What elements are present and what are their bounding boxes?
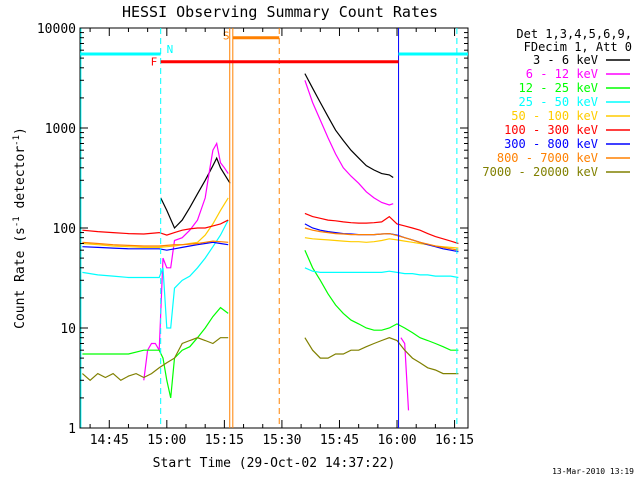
plot-frame xyxy=(79,27,469,429)
legend-label: 25 - 50 keV xyxy=(519,95,598,109)
x-tick-label: 15:30 xyxy=(262,433,301,448)
flag-label-n: N xyxy=(167,43,174,56)
y-tick-label: 1000 xyxy=(45,122,76,137)
y-axis-label-mid: detector xyxy=(13,146,28,217)
series-line xyxy=(82,337,229,382)
series-800-7000kev xyxy=(82,227,459,251)
y-axis-label: Count Rate (s-1 detector-1) xyxy=(12,127,28,329)
x-tick-label: 16:15 xyxy=(435,433,474,448)
legend-header-line-1: Det 1,3,4,5,6,9, xyxy=(516,27,632,41)
legend-header-line-2: FDecim 1, Att 0 xyxy=(524,40,632,54)
x-tick-label: 15:45 xyxy=(320,433,359,448)
series-line xyxy=(304,80,394,206)
series-line xyxy=(82,219,229,236)
series-line xyxy=(143,141,229,381)
series-100-300kev xyxy=(82,212,459,245)
legend-label: 6 - 12 keV xyxy=(526,67,598,81)
y-axis-label-close: ) xyxy=(13,127,28,135)
series-6-12kev xyxy=(143,80,410,411)
series-line xyxy=(400,337,410,411)
series-line xyxy=(304,249,459,351)
legend-label: 800 - 7000 keV xyxy=(497,151,598,165)
flag-label-s: S xyxy=(223,30,230,43)
x-tick-label: 15:15 xyxy=(205,433,244,448)
legend-label: 7000 - 20000 keV xyxy=(482,165,598,179)
series-12-25kev xyxy=(82,249,459,399)
y-axis: 1 10 100 1000 10000 xyxy=(37,22,468,437)
legend-label: 12 - 25 keV xyxy=(519,81,598,95)
series-line xyxy=(82,240,229,247)
x-tick-label: 15:00 xyxy=(147,433,186,448)
y-axis-label-main: Count Rate (s xyxy=(13,227,28,329)
series-50-100kev xyxy=(82,197,459,249)
flag-label-f: F xyxy=(151,56,158,69)
y-tick-label: 1 xyxy=(68,422,76,437)
series-line xyxy=(304,227,459,251)
series-line xyxy=(82,241,229,251)
chart-title: HESSI Observing Summary Count Rates xyxy=(122,3,438,21)
series-line xyxy=(160,156,231,230)
series-line xyxy=(82,306,229,399)
legend-label: 3 - 6 keV xyxy=(533,53,598,67)
series-layer xyxy=(82,73,459,411)
legend: Det 1,3,4,5,6,9, FDecim 1, Att 0 3 - 6 k… xyxy=(482,27,632,179)
flag-bars: NF S xyxy=(80,30,468,69)
legend-label: 50 - 100 keV xyxy=(511,109,598,123)
series-25-50kev xyxy=(82,219,459,329)
time-markers xyxy=(80,28,458,428)
series-line xyxy=(304,337,459,375)
x-axis: 14:45 15:00 15:15 15:30 15:45 16:00 16:15 xyxy=(89,28,474,448)
y-tick-label: 10 xyxy=(60,322,76,337)
series-line xyxy=(304,73,394,178)
y-axis-label-sup2: -1 xyxy=(12,135,22,146)
series-7000-20000kev xyxy=(82,337,459,382)
legend-label: 300 - 800 keV xyxy=(504,137,598,151)
x-tick-label: 14:45 xyxy=(90,433,129,448)
series-line xyxy=(82,197,229,248)
y-tick-label: 100 xyxy=(53,222,76,237)
series-line xyxy=(304,212,459,245)
series-line xyxy=(82,219,229,329)
timestamp-stamp: 13-Mar-2010 13:19 xyxy=(552,467,634,476)
series-3-6kev xyxy=(160,73,394,230)
y-axis-label-sup: -1 xyxy=(12,216,22,227)
series-line xyxy=(304,223,459,253)
series-line xyxy=(304,267,459,279)
legend-label: 100 - 300 keV xyxy=(504,123,598,137)
y-tick-label: 10000 xyxy=(37,22,76,37)
x-tick-label: 16:00 xyxy=(377,433,416,448)
plot-area: NF S xyxy=(79,27,469,429)
x-axis-label: Start Time (29-Oct-02 14:37:22) xyxy=(153,456,396,471)
